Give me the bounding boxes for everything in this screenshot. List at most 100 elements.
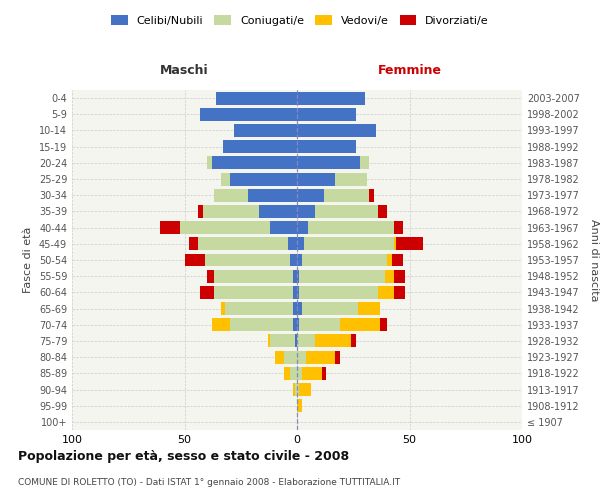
Text: Femmine: Femmine (377, 64, 442, 78)
Bar (299, 270, 385, 282)
Bar (335, 172, 367, 186)
Bar (385, 270, 394, 282)
Bar (297, 140, 355, 153)
Bar (306, 350, 335, 364)
Bar (297, 221, 308, 234)
Bar (360, 156, 369, 170)
Bar (205, 254, 290, 266)
Bar (293, 302, 297, 315)
Bar (200, 108, 297, 121)
Bar (288, 238, 297, 250)
Bar (297, 189, 324, 202)
Bar (392, 254, 403, 266)
Text: Maschi: Maschi (160, 64, 209, 78)
Bar (369, 189, 373, 202)
Text: COMUNE DI ROLETTO (TO) - Dati ISTAT 1° gennaio 2008 - Elaborazione TUTTITALIA.IT: COMUNE DI ROLETTO (TO) - Dati ISTAT 1° g… (18, 478, 400, 487)
Bar (259, 205, 297, 218)
Bar (221, 172, 229, 186)
Bar (378, 205, 387, 218)
Bar (302, 302, 358, 315)
Bar (297, 205, 315, 218)
Bar (340, 318, 380, 331)
Bar (229, 172, 297, 186)
Bar (358, 302, 380, 315)
Bar (203, 205, 259, 218)
Text: Popolazione per età, sesso e stato civile - 2008: Popolazione per età, sesso e stato civil… (18, 450, 349, 463)
Bar (223, 140, 297, 153)
Bar (297, 108, 355, 121)
Bar (387, 254, 392, 266)
Bar (297, 270, 299, 282)
Bar (290, 367, 297, 380)
Bar (299, 383, 311, 396)
Bar (297, 124, 376, 137)
Bar (180, 221, 270, 234)
Bar (270, 334, 295, 347)
Bar (297, 367, 302, 380)
Bar (297, 302, 302, 315)
Bar (229, 318, 293, 331)
Bar (248, 189, 297, 202)
Legend: Celibi/Nubili, Coniugati/e, Vedovi/e, Divorziati/e: Celibi/Nubili, Coniugati/e, Vedovi/e, Di… (107, 10, 493, 30)
Bar (216, 92, 297, 104)
Bar (297, 334, 315, 347)
Y-axis label: Fasce di età: Fasce di età (23, 227, 33, 293)
Bar (207, 270, 214, 282)
Bar (394, 270, 405, 282)
Bar (225, 302, 293, 315)
Bar (297, 156, 360, 170)
Bar (275, 350, 284, 364)
Bar (160, 221, 180, 234)
Bar (315, 334, 351, 347)
Bar (302, 367, 322, 380)
Bar (284, 350, 297, 364)
Bar (212, 318, 229, 331)
Bar (214, 189, 248, 202)
Bar (304, 238, 394, 250)
Bar (293, 383, 295, 396)
Bar (302, 254, 387, 266)
Bar (297, 238, 304, 250)
Bar (297, 383, 299, 396)
Bar (198, 238, 288, 250)
Y-axis label: Anni di nascita: Anni di nascita (589, 218, 599, 301)
Bar (394, 286, 405, 299)
Bar (284, 367, 290, 380)
Bar (394, 238, 396, 250)
Bar (299, 318, 340, 331)
Bar (315, 205, 378, 218)
Bar (290, 254, 297, 266)
Bar (322, 367, 326, 380)
Bar (324, 189, 369, 202)
Bar (297, 318, 299, 331)
Bar (270, 221, 297, 234)
Bar (234, 124, 297, 137)
Bar (200, 286, 214, 299)
Bar (297, 286, 299, 299)
Bar (293, 286, 297, 299)
Bar (297, 172, 335, 186)
Bar (297, 254, 302, 266)
Bar (308, 221, 394, 234)
Bar (207, 156, 212, 170)
Bar (297, 350, 306, 364)
Bar (378, 286, 394, 299)
Bar (185, 254, 205, 266)
Bar (297, 399, 302, 412)
Bar (394, 221, 403, 234)
Bar (396, 238, 423, 250)
Bar (189, 238, 198, 250)
Bar (293, 318, 297, 331)
Bar (299, 286, 378, 299)
Bar (214, 286, 293, 299)
Bar (380, 318, 387, 331)
Bar (351, 334, 355, 347)
Bar (214, 270, 293, 282)
Bar (295, 383, 297, 396)
Bar (268, 334, 270, 347)
Bar (297, 92, 365, 104)
Bar (198, 205, 203, 218)
Bar (335, 350, 340, 364)
Bar (295, 334, 297, 347)
Bar (293, 270, 297, 282)
